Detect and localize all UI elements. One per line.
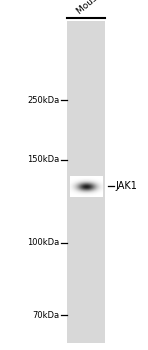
Text: Mouse lung: Mouse lung (75, 0, 120, 16)
Text: 100kDa: 100kDa (27, 238, 59, 247)
Text: JAK1: JAK1 (115, 181, 137, 191)
Text: 150kDa: 150kDa (27, 155, 59, 164)
Text: 250kDa: 250kDa (27, 96, 59, 105)
Text: 70kDa: 70kDa (32, 310, 59, 320)
Bar (67, 21, 105, 343)
